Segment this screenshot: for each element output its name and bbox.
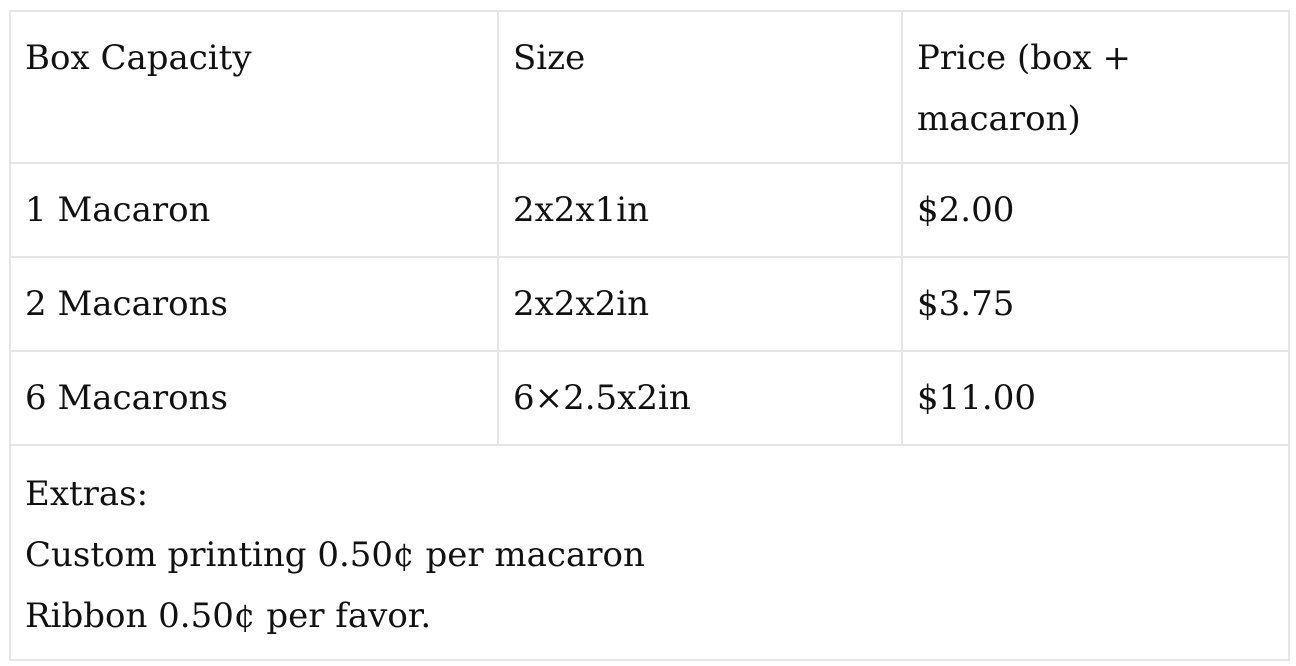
extras-title: Extras: [25,474,149,514]
table-row: 2 Macarons 2x2x2in $3.75 [9,256,1290,352]
cell-price: $3.75 [901,256,1290,352]
header-price: Price (box + macaron) [901,10,1290,164]
cell-size: 2x2x1in [497,162,903,258]
table-row: 6 Macarons 6×2.5x2in $11.00 [9,350,1290,446]
extras-line-custom-printing: Custom printing 0.50¢ per macaron [25,535,645,575]
cell-capacity: 1 Macaron [9,162,499,258]
cell-price: $11.00 [901,350,1290,446]
table-row: 1 Macaron 2x2x1in $2.00 [9,162,1290,258]
price-table: Box Capacity Size Price (box + macaron) … [9,10,1290,661]
cell-capacity: 6 Macarons [9,350,499,446]
cell-capacity: 2 Macarons [9,256,499,352]
extras-line-ribbon: Ribbon 0.50¢ per favor. [25,596,432,636]
extras-row: Extras: Custom printing 0.50¢ per macaro… [9,444,1290,661]
extras-cell: Extras: Custom printing 0.50¢ per macaro… [9,444,1290,661]
header-size: Size [497,10,903,164]
header-box-capacity: Box Capacity [9,10,499,164]
cell-price: $2.00 [901,162,1290,258]
cell-size: 2x2x2in [497,256,903,352]
table-header-row: Box Capacity Size Price (box + macaron) [9,10,1290,164]
cell-size: 6×2.5x2in [497,350,903,446]
